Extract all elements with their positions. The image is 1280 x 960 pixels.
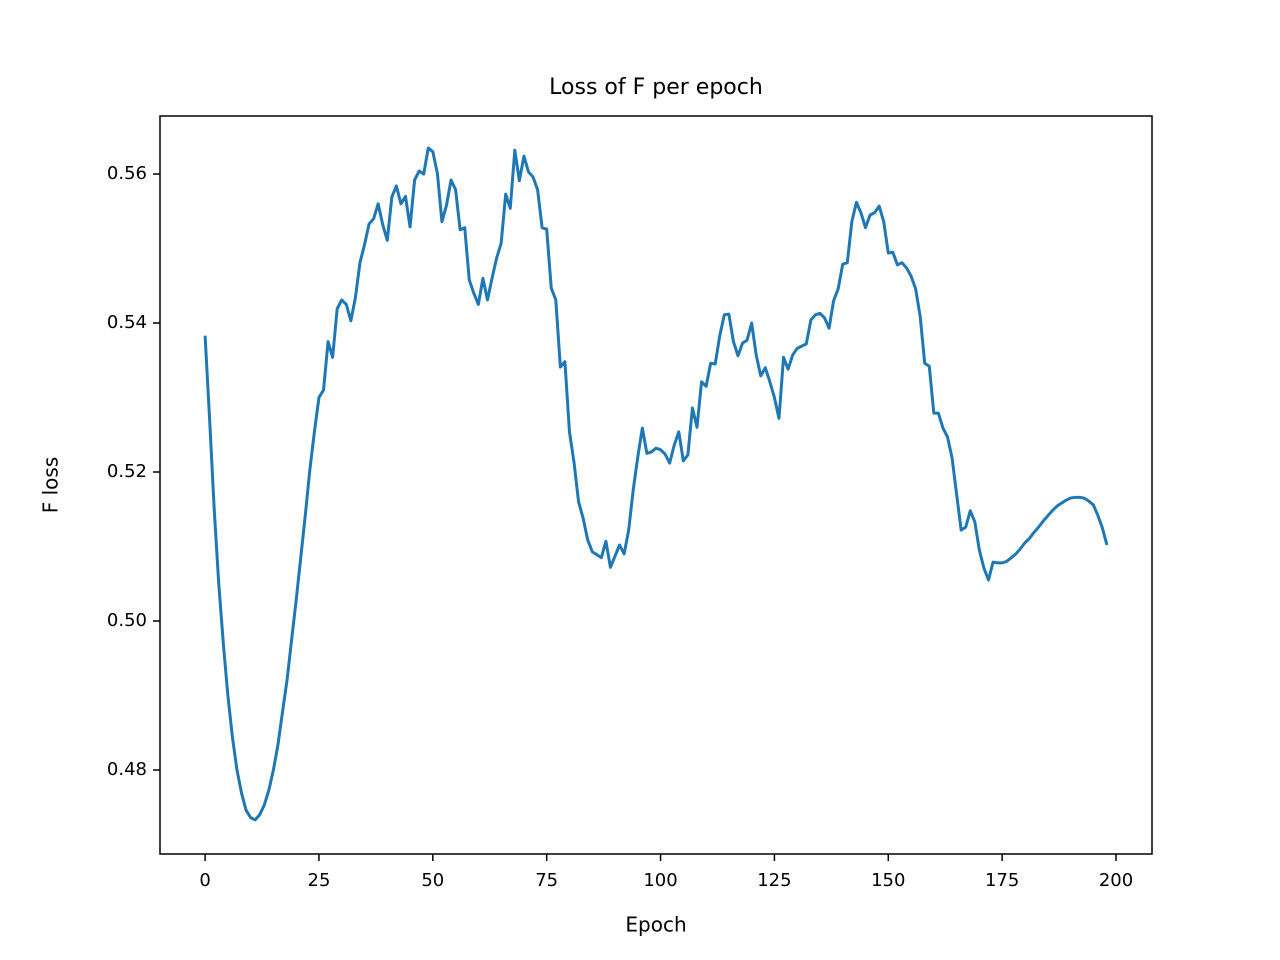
y-tick-label: 0.54 (107, 312, 147, 333)
x-tick-label: 100 (643, 870, 677, 891)
x-tick-label: 200 (1099, 870, 1133, 891)
x-axis-label: Epoch (625, 913, 686, 937)
y-tick-label: 0.52 (107, 461, 147, 482)
loss-line (203, 146, 1109, 822)
plot-frame (159, 115, 1153, 855)
x-tick-label: 175 (985, 870, 1019, 891)
x-tick-label: 25 (308, 870, 331, 891)
y-tick-label: 0.48 (107, 759, 147, 780)
x-tick-label: 75 (535, 870, 558, 891)
chart-title: Loss of F per epoch (549, 75, 763, 100)
x-tick-label: 150 (871, 870, 905, 891)
y-axis-label: F loss (39, 457, 63, 514)
x-tick-label: 125 (757, 870, 791, 891)
y-tick-label: 0.50 (107, 610, 147, 631)
x-tick-label: 50 (421, 870, 444, 891)
y-tick-label: 0.56 (107, 163, 147, 184)
x-tick-label: 0 (199, 870, 210, 891)
